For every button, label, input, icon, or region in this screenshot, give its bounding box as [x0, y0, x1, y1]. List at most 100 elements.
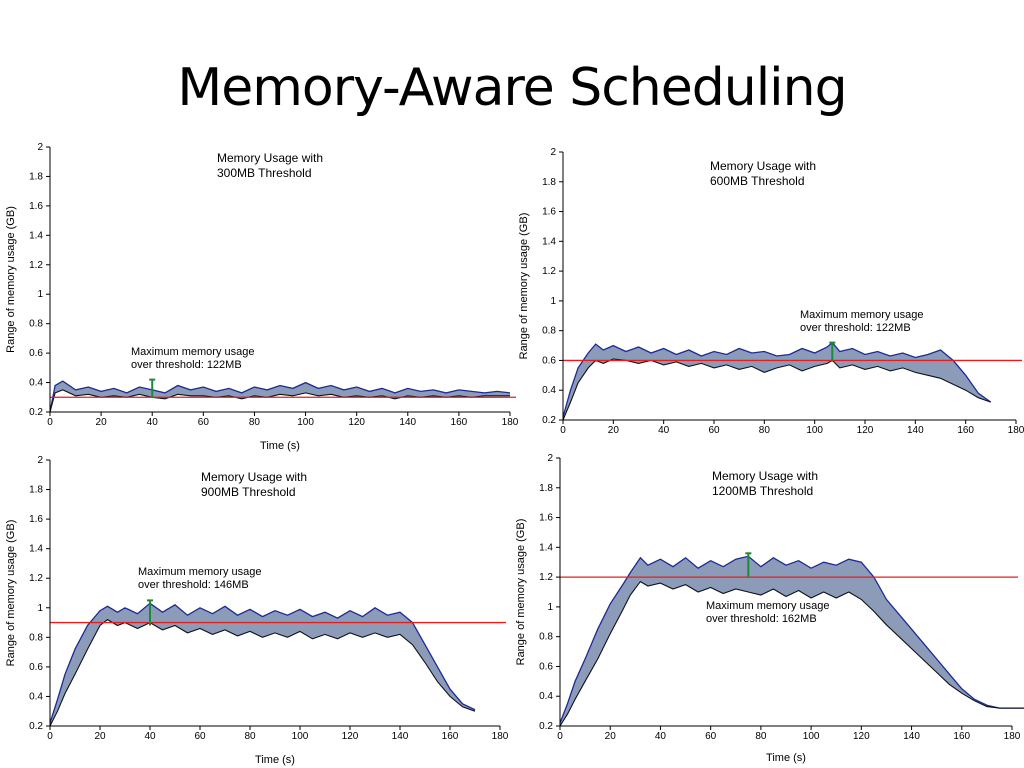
- x-tick-label: 180: [1004, 731, 1021, 742]
- chart-title-line: 1200MB Threshold: [712, 484, 813, 498]
- y-tick-label: 0.6: [542, 355, 556, 366]
- y-tick-label: 1.6: [29, 514, 43, 525]
- x-tick-label: 120: [853, 731, 870, 742]
- max-usage-annotation: over threshold: 122MB: [800, 322, 911, 334]
- y-tick-label: 1.6: [542, 207, 556, 218]
- usage-band-fill: [50, 603, 475, 726]
- usage-band-fill: [563, 342, 991, 420]
- usage-upper-line: [559, 555, 1024, 724]
- y-tick-label: 0.8: [539, 632, 553, 643]
- y-tick-label: 1.4: [542, 236, 556, 247]
- chart-4: 0.20.40.60.811.21.41.61.820 20 40 60 80 100 12…: [515, 453, 1024, 764]
- x-tick-label: 80: [249, 417, 261, 428]
- chart-title-line: Memory Usage with: [710, 159, 816, 173]
- max-usage-annotation: over threshold: 162MB: [706, 613, 817, 625]
- x-tick-label: 180: [492, 731, 509, 742]
- usage-lower-line: [562, 358, 991, 421]
- y-axis-label: Range of memory usage (GB): [5, 206, 17, 353]
- x-tick-label: 180: [502, 417, 519, 428]
- chart-3: 0.20.40.60.811.21.41.61.820 20 40 60 80 100 12…: [5, 455, 509, 766]
- x-tick-label: 20: [96, 417, 108, 428]
- max-usage-annotation: over threshold: 146MB: [138, 579, 249, 591]
- chart-title-line: 300MB Threshold: [217, 166, 312, 180]
- chart-2: 0.20.40.60.811.21.41.61.820 20 40 60 80 100 12…: [518, 147, 1024, 436]
- usage-upper-line: [562, 341, 992, 418]
- y-tick-label: 1: [550, 296, 556, 307]
- x-axis-label: Time (s): [255, 754, 295, 766]
- chart-title-line: 600MB Threshold: [710, 174, 805, 188]
- x-tick-label: 160: [442, 731, 459, 742]
- y-tick-label: 0.4: [539, 691, 553, 702]
- x-tick-label: 140: [399, 417, 416, 428]
- x-axis-label: Time (s): [260, 440, 300, 452]
- x-tick-label: 40: [147, 417, 159, 428]
- y-tick-label: 1.4: [29, 544, 43, 555]
- y-tick-label: 0.4: [29, 691, 43, 702]
- x-tick-label: 120: [857, 425, 874, 436]
- x-tick-label: 160: [451, 417, 468, 428]
- x-tick-label: 60: [198, 417, 210, 428]
- x-tick-label: 20: [605, 731, 617, 742]
- slide-title: Memory-Aware Scheduling: [177, 58, 847, 118]
- x-tick-label: 100: [297, 417, 314, 428]
- y-tick-label: 1.8: [539, 483, 553, 494]
- usage-upper-line: [49, 602, 476, 724]
- x-axis-label: Time (s): [766, 752, 806, 764]
- y-tick-label: 2: [547, 453, 553, 464]
- y-tick-label: 0.6: [29, 662, 43, 673]
- max-usage-annotation: Maximum memory usage: [138, 566, 261, 578]
- usage-upper-line: [49, 380, 511, 413]
- y-tick-label: 1.4: [539, 542, 553, 553]
- x-tick-label: 40: [658, 425, 670, 436]
- y-tick-label: 1: [37, 289, 43, 300]
- x-tick-label: 80: [244, 731, 256, 742]
- y-tick-label: 1.6: [29, 201, 43, 212]
- y-tick-label: 0.2: [542, 415, 556, 426]
- y-axis-label: Range of memory usage (GB): [5, 520, 17, 667]
- x-tick-label: 140: [903, 731, 920, 742]
- x-tick-label: 40: [655, 731, 667, 742]
- x-tick-label: 0: [47, 417, 53, 428]
- x-tick-label: 60: [705, 731, 717, 742]
- x-tick-label: 20: [608, 425, 620, 436]
- x-tick-label: 140: [907, 425, 924, 436]
- chart-title-line: Memory Usage with: [217, 151, 323, 165]
- y-tick-label: 0.4: [29, 378, 43, 389]
- y-tick-label: 1.8: [542, 177, 556, 188]
- x-tick-label: 60: [708, 425, 720, 436]
- y-tick-label: 0.4: [542, 385, 556, 396]
- y-tick-label: 0.2: [29, 407, 43, 418]
- x-tick-label: 20: [94, 731, 106, 742]
- max-usage-annotation: over threshold: 122MB: [131, 359, 242, 371]
- chart-title-line: 900MB Threshold: [201, 485, 296, 499]
- x-tick-label: 0: [560, 425, 566, 436]
- y-tick-label: 2: [37, 455, 43, 466]
- y-tick-label: 1: [37, 603, 43, 614]
- max-usage-annotation: Maximum memory usage: [800, 309, 923, 321]
- x-tick-label: 60: [194, 731, 206, 742]
- y-tick-label: 0.6: [29, 348, 43, 359]
- x-tick-label: 100: [806, 425, 823, 436]
- y-axis-label: Range of memory usage (GB): [515, 519, 527, 666]
- y-tick-label: 2: [550, 147, 556, 158]
- x-tick-label: 0: [557, 731, 563, 742]
- usage-lower-line: [559, 580, 1024, 727]
- max-usage-annotation: Maximum memory usage: [131, 346, 254, 358]
- y-tick-label: 1.6: [539, 513, 553, 524]
- y-tick-label: 1.2: [29, 260, 43, 271]
- y-tick-label: 2: [37, 142, 43, 153]
- usage-band-fill: [560, 556, 1024, 726]
- y-tick-label: 1.4: [29, 230, 43, 241]
- x-tick-label: 80: [759, 425, 771, 436]
- x-tick-label: 180: [1008, 425, 1024, 436]
- y-tick-label: 1.2: [539, 572, 553, 583]
- chart-1: 0.20.40.60.811.21.41.61.820 20 40 60 80 100 12…: [5, 142, 519, 452]
- y-tick-label: 1: [547, 602, 553, 613]
- x-tick-label: 40: [144, 731, 156, 742]
- x-tick-label: 0: [47, 731, 53, 742]
- x-tick-label: 140: [392, 731, 409, 742]
- y-tick-label: 0.8: [29, 319, 43, 330]
- x-tick-label: 100: [292, 731, 309, 742]
- usage-lower-line: [49, 618, 476, 727]
